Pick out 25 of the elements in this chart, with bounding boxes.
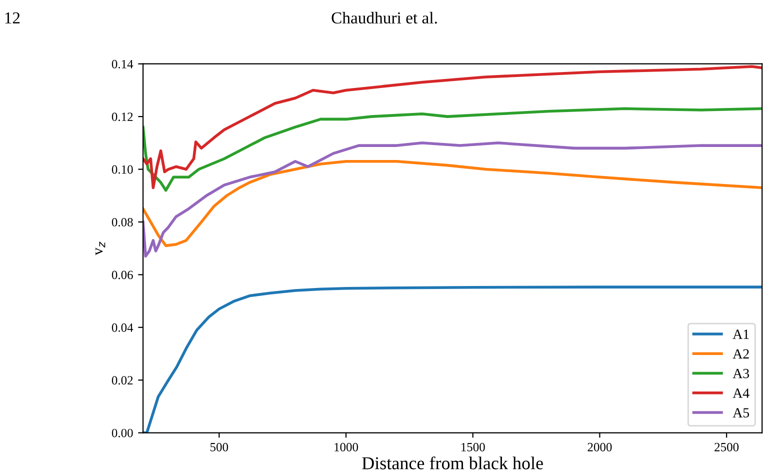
y-tick-label: 0.10 <box>112 165 133 174</box>
line-series <box>143 160 762 248</box>
line-series <box>143 107 762 192</box>
y-tick-label: 0.12 <box>112 112 133 122</box>
text: 12 <box>5 12 20 24</box>
legend-label: A4 <box>732 388 750 398</box>
x-axis-title: Distance from black hole <box>362 456 543 470</box>
y-axis-title: v$_{z}$ <box>96 242 106 256</box>
x-tick-label: 2500 <box>714 442 739 452</box>
y-tick-label: 0.06 <box>112 270 133 280</box>
legend-label: A3 <box>732 368 750 378</box>
x-tick-label: 500 <box>210 442 228 452</box>
y-tick-label: 0.14 <box>112 60 134 68</box>
text: Chaudhuri et al. <box>332 12 437 24</box>
x-tick-label: 2000 <box>588 442 612 452</box>
legend-label: A2 <box>732 349 749 358</box>
y-tick-label: 0.04 <box>112 323 134 332</box>
y-tick-label: 0.00 <box>112 428 133 438</box>
y-tick-label: 0.02 <box>112 376 133 385</box>
x-tick-label: 1000 <box>334 442 358 452</box>
line-series <box>143 142 762 258</box>
legend-label: A5 <box>732 408 750 418</box>
legend-label: A1 <box>732 330 749 339</box>
x-tick-label: 1500 <box>461 442 485 452</box>
y-tick-label: 0.08 <box>112 218 133 226</box>
